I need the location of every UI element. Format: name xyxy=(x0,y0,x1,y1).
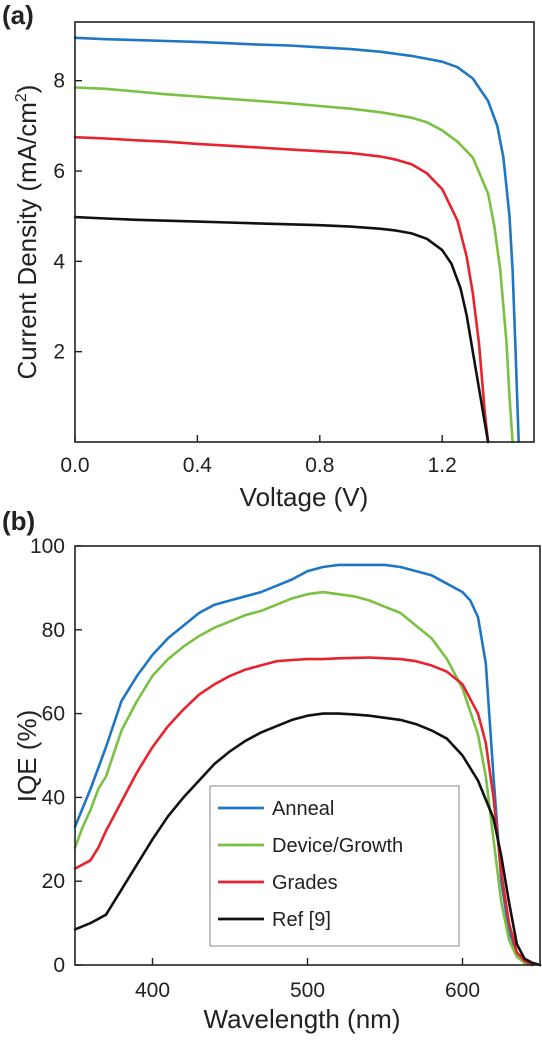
panel-a-y-tick-label: 6 xyxy=(53,160,65,183)
panel-a-y-axis-title-sup: 2 xyxy=(13,93,30,102)
panel-b-y-tick-label: 0 xyxy=(53,954,65,977)
panel-b-y-axis-title: IQE (%) xyxy=(12,710,42,802)
panel-a-series-device-growth xyxy=(73,86,514,444)
legend-label-ref: Ref [9] xyxy=(272,909,331,931)
panel-b-x-axis-title: Wavelength (nm) xyxy=(204,1004,401,1034)
panel-b-x-tick-label: 400 xyxy=(135,979,170,1002)
panel-a-x-axis-title: Voltage (V) xyxy=(240,482,369,512)
panel-a: (a) 0.0 0.4 0.8 1.2 2 4 6 8 Voltage (V) Current… xyxy=(2,0,535,512)
legend-label-anneal: Anneal xyxy=(272,798,334,820)
panel-b-series-device-growth xyxy=(73,590,534,967)
panel-a-series-ref xyxy=(73,215,490,444)
panel-b-legend: Anneal Device/Growth Grades Ref [9] xyxy=(209,785,460,947)
panel-b-series-ref xyxy=(73,712,542,967)
panel-b-series-anneal xyxy=(73,563,542,967)
panel-b-label: (b) xyxy=(2,506,35,536)
panel-b: (b) 400 500 600 0 20 40 60 80 100 Anneal Device/G… xyxy=(2,506,542,1034)
panel-a-frame xyxy=(74,21,535,443)
panel-b-y-tick-label: 40 xyxy=(42,786,65,809)
panel-a-series-anneal xyxy=(73,36,520,444)
panel-a-y-axis-title-main: Current Density (mA/cm xyxy=(12,102,42,379)
panel-a-y-tick-label: 2 xyxy=(53,341,65,364)
legend-label-device-growth: Device/Growth xyxy=(272,835,403,857)
panel-a-y-axis-title-end: ) xyxy=(12,85,42,94)
panel-a-y-tick-label: 4 xyxy=(53,250,65,273)
panel-b-y-tick-label: 20 xyxy=(42,870,65,893)
panel-a-label: (a) xyxy=(2,0,34,30)
panel-a-y-tick-label: 8 xyxy=(53,70,65,93)
panel-b-y-tick-label: 80 xyxy=(42,619,65,642)
panel-a-x-tick-label: 0.4 xyxy=(183,454,213,477)
panel-a-x-tick-label: 1.2 xyxy=(428,454,457,477)
panel-a-x-tick-label: 0.8 xyxy=(305,454,334,477)
panel-b-series-group xyxy=(73,563,542,967)
panel-b-ticks: 400 500 600 0 20 40 60 80 100 xyxy=(30,535,480,1002)
panel-a-series-grades xyxy=(73,135,490,444)
panel-b-x-tick-label: 500 xyxy=(290,979,325,1002)
panel-b-series-grades xyxy=(73,656,534,967)
panel-a-ticks: 0.0 0.4 0.8 1.2 2 4 6 8 xyxy=(53,70,456,477)
panel-a-x-tick-label: 0.0 xyxy=(60,454,89,477)
legend-label-grades: Grades xyxy=(272,872,338,894)
panel-a-y-axis-title: Current Density (mA/cm2) xyxy=(12,85,42,380)
panel-b-legend-box xyxy=(209,785,460,947)
panel-b-y-tick-label: 60 xyxy=(42,703,65,726)
panel-b-y-tick-label: 100 xyxy=(30,535,65,558)
panel-b-x-tick-label: 600 xyxy=(445,979,480,1002)
panel-a-series-group xyxy=(73,36,520,444)
